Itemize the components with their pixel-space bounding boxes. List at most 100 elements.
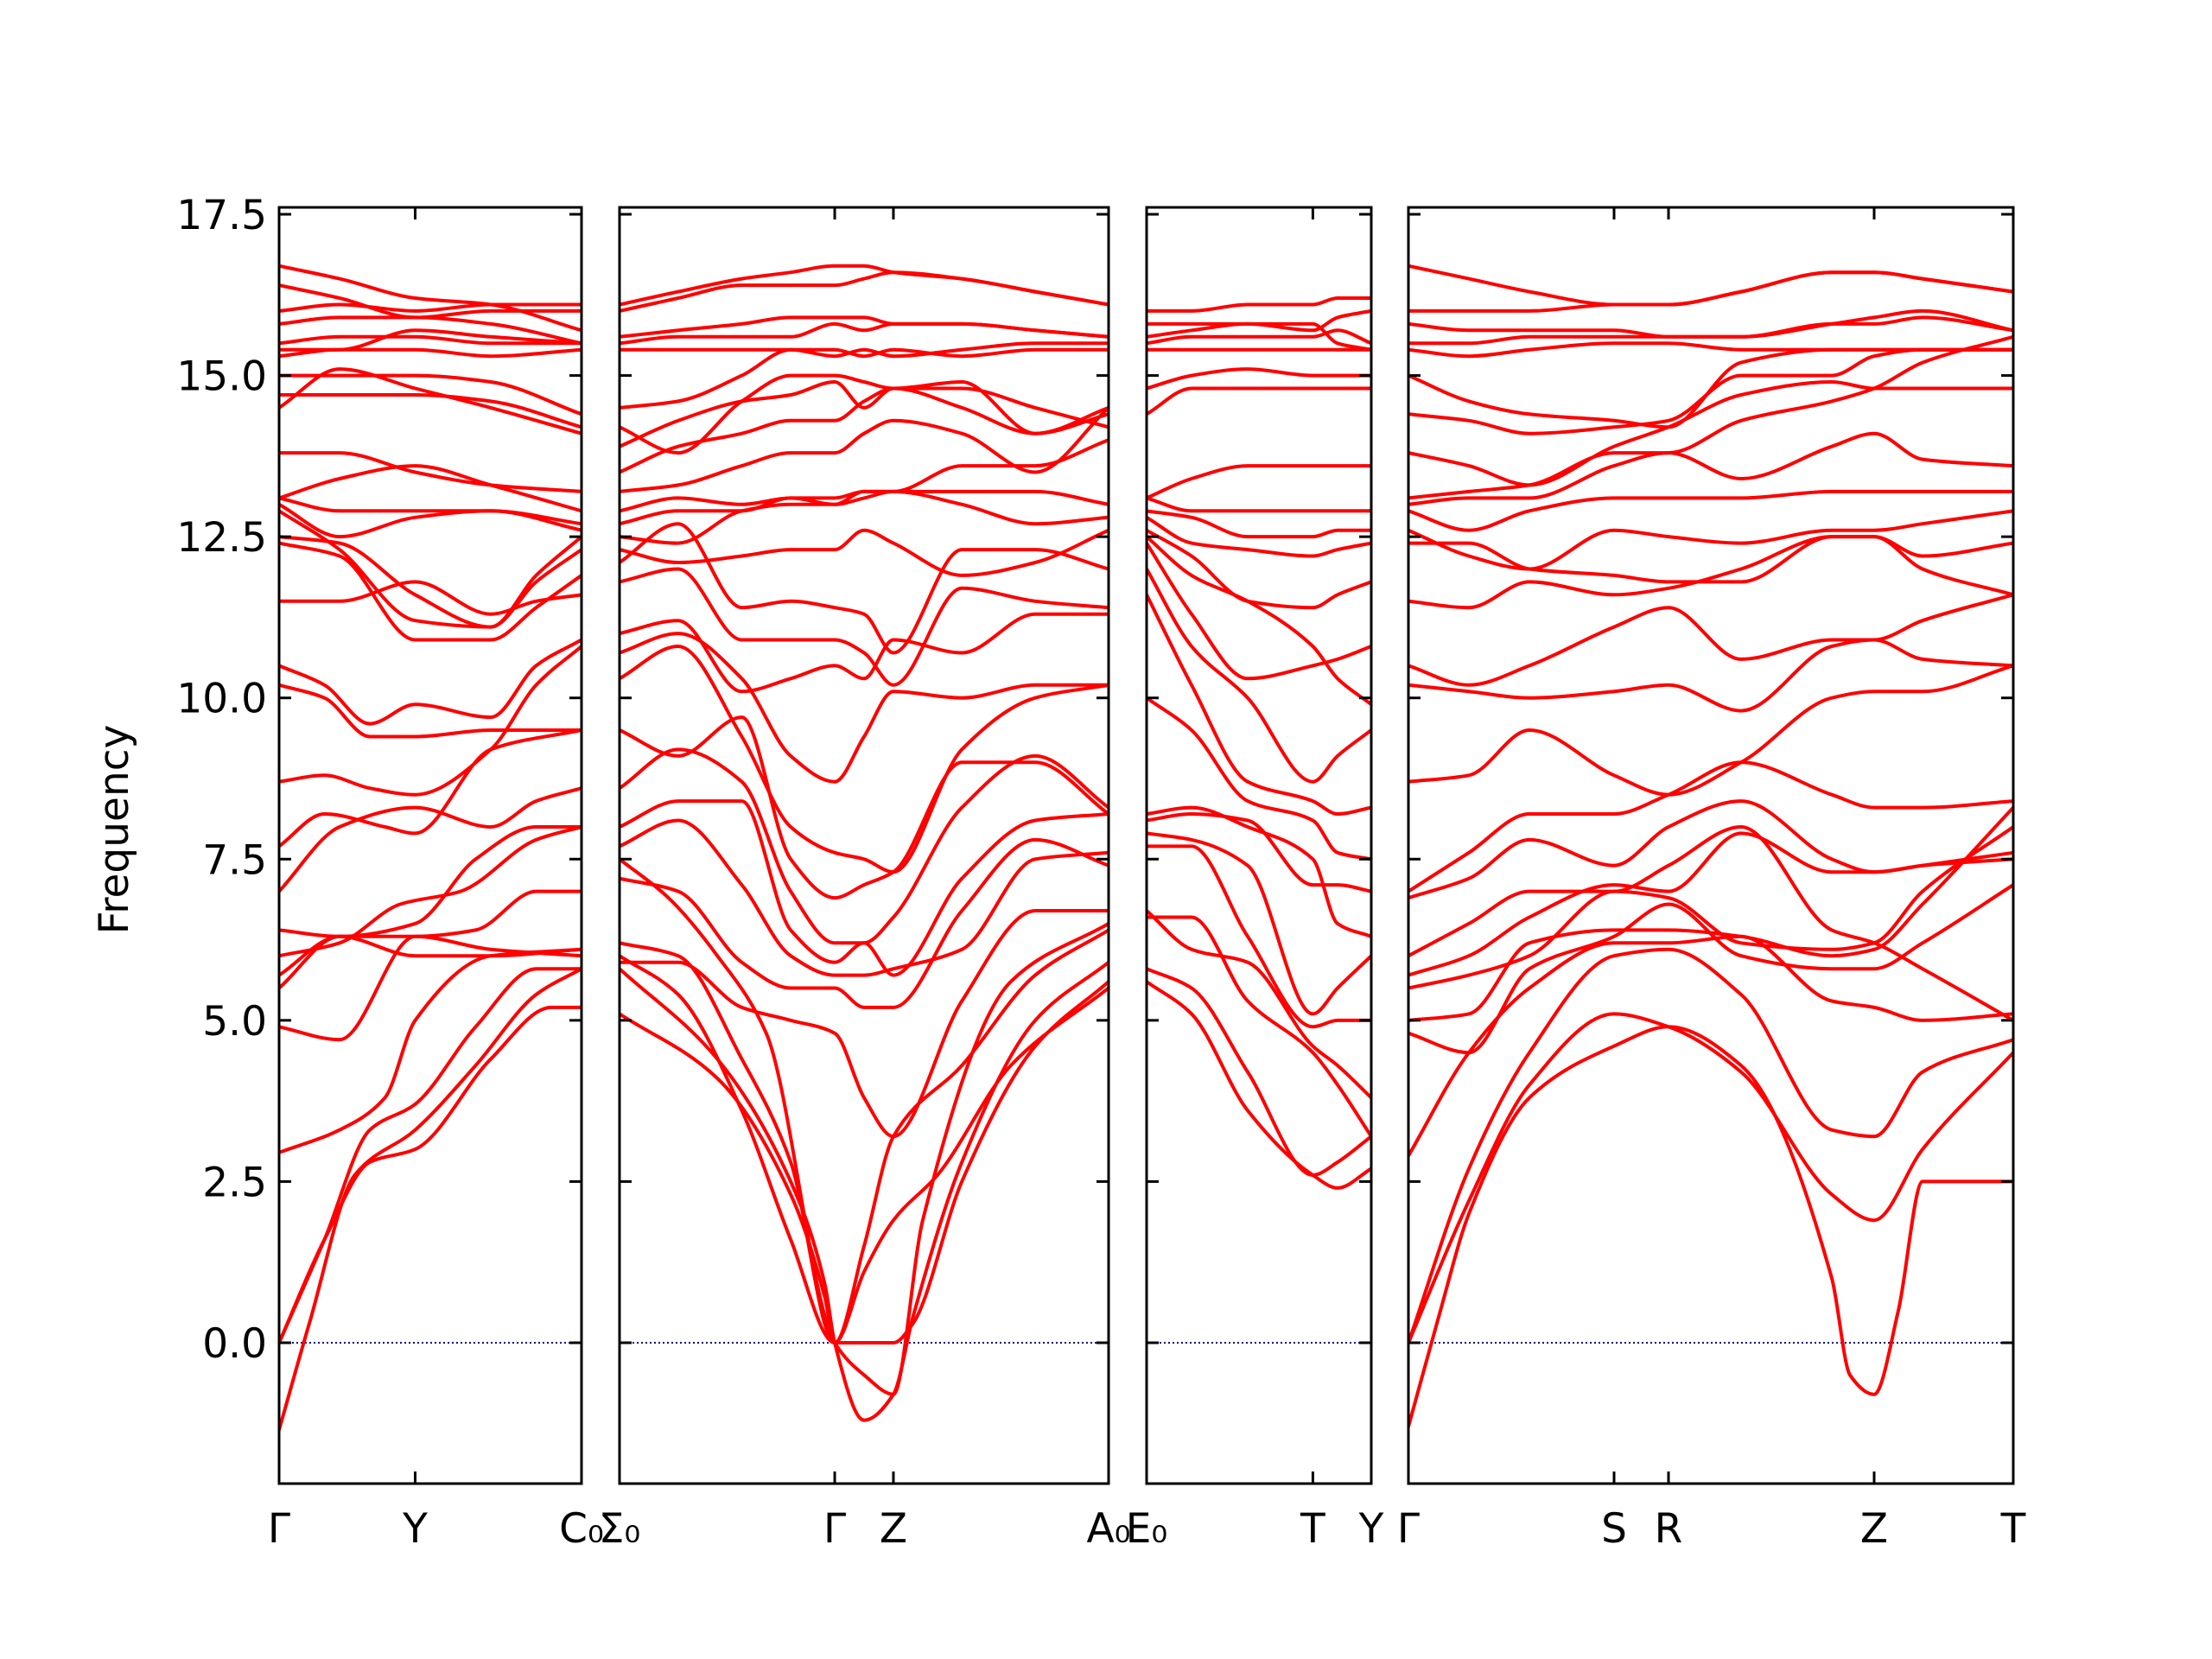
band-line <box>620 528 1109 577</box>
band-line <box>1147 567 1371 784</box>
band-line <box>279 302 582 313</box>
y-tick-label: 17.5 <box>176 192 267 239</box>
band-line <box>1408 934 2013 1158</box>
band-line <box>1408 593 2013 687</box>
band-line <box>620 799 1109 977</box>
band-line <box>620 818 1109 977</box>
band-line <box>620 954 1109 1344</box>
x-tick-label: R <box>1655 1505 1683 1553</box>
band-line <box>1147 496 1371 513</box>
band-line <box>1408 664 2013 797</box>
panel-frame <box>1407 206 2015 1485</box>
band-group <box>279 264 582 1432</box>
band-line <box>1408 638 2013 713</box>
band-line <box>1147 296 1371 313</box>
band-line <box>1408 1012 2013 1344</box>
band-line <box>620 341 1109 359</box>
band-line <box>1147 308 1371 333</box>
band-line <box>620 632 1109 784</box>
band-line <box>1147 328 1371 346</box>
band-line <box>279 934 582 977</box>
x-tick-label: Γ <box>268 1505 290 1553</box>
band-line <box>620 321 1109 346</box>
band-line <box>620 960 1109 1422</box>
band-line <box>279 264 582 333</box>
band-line <box>279 638 582 726</box>
x-tick-label: Γ <box>823 1505 846 1553</box>
band-line <box>620 438 1109 513</box>
band-line <box>1408 334 2013 500</box>
band-line <box>1408 489 2013 532</box>
band-line <box>620 567 1109 687</box>
x-tick-label: Z <box>1860 1505 1888 1553</box>
band-line <box>279 786 582 893</box>
band-line <box>1147 696 1371 861</box>
band-line <box>279 496 582 526</box>
band-line <box>620 715 1109 900</box>
band-line <box>1147 464 1371 500</box>
band-line <box>1408 535 2013 584</box>
band-line <box>1408 535 2013 610</box>
x-tick-label: C₀ <box>559 1505 604 1553</box>
x-tick-label: Σ₀ <box>599 1505 641 1553</box>
band-line <box>1147 844 1371 1029</box>
band-line <box>1147 831 1371 1016</box>
band-line <box>620 908 1109 1139</box>
band-line <box>279 464 582 513</box>
panel-1: Γ Y C₀ <box>268 206 604 1553</box>
band-line <box>1147 509 1371 539</box>
band-line <box>620 347 1109 410</box>
band-line <box>620 645 1109 874</box>
band-group <box>1408 264 2013 1428</box>
y-tick-label: 10.0 <box>176 676 267 723</box>
band-line <box>1147 812 1371 893</box>
band-line <box>279 451 582 493</box>
band-line <box>620 386 1109 474</box>
band-line <box>620 522 1109 655</box>
x-tick-label: T <box>2000 1505 2026 1553</box>
y-tick-label: 7.5 <box>202 836 267 884</box>
x-tick-label: A₀ <box>1087 1505 1131 1553</box>
band-line <box>1147 528 1371 610</box>
band-line <box>1408 264 2013 307</box>
band-line <box>620 837 1109 1009</box>
band-line <box>1147 515 1371 558</box>
band-line <box>1147 980 1371 1190</box>
band-line <box>1147 915 1371 1139</box>
band-line <box>279 825 582 958</box>
band-line <box>1408 760 2013 893</box>
band-line <box>1147 593 1371 816</box>
x-tick-label: Y <box>402 1505 428 1553</box>
band-line <box>1408 947 2013 1344</box>
band-line <box>279 967 582 1344</box>
band-group <box>1147 296 1371 1190</box>
y-tick-label: 12.5 <box>176 514 267 562</box>
band-line <box>620 405 1109 493</box>
x-tick-label: Γ <box>1397 1505 1420 1553</box>
band-line <box>620 980 1109 1344</box>
band-line <box>620 373 1109 455</box>
band-line <box>279 392 582 429</box>
band-line <box>1408 1025 2013 1428</box>
band-line <box>620 380 1109 448</box>
band-line <box>1147 535 1371 707</box>
band-line <box>1408 380 2013 487</box>
y-tick-label: 15.0 <box>176 353 267 401</box>
band-line <box>1147 386 1371 416</box>
band-line <box>620 315 1109 339</box>
band-line <box>1408 431 2013 506</box>
band-line <box>1408 308 2013 339</box>
x-tick-label: E₀ <box>1126 1505 1168 1553</box>
band-line <box>279 825 582 938</box>
band-line <box>620 747 1109 945</box>
band-line <box>279 947 582 1154</box>
band-line <box>279 367 582 435</box>
panel-frame <box>1145 206 1373 1485</box>
band-line <box>1408 799 2013 900</box>
panel-2: Σ₀ Γ Z A₀ <box>599 206 1131 1553</box>
band-line <box>1408 825 2013 1022</box>
x-tick-label: Z <box>880 1505 907 1553</box>
band-line <box>279 683 582 739</box>
band-line <box>620 857 1109 1396</box>
